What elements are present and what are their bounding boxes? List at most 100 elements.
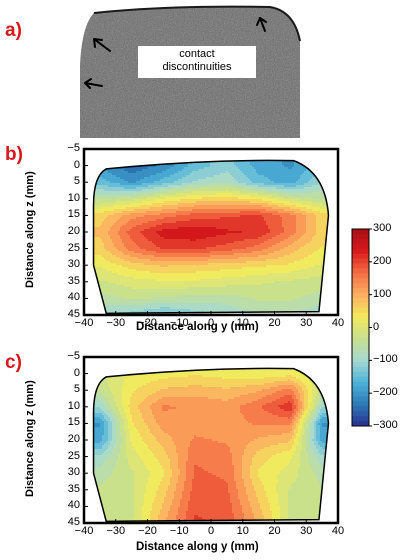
colorbar-tick-label: 100 — [373, 288, 391, 300]
x-tick-label: −40 — [73, 317, 95, 329]
x-tick-label: 30 — [295, 525, 317, 537]
y-tick-label: 45 — [58, 516, 80, 528]
colorbar-segment — [352, 381, 369, 387]
colorbar-segment — [352, 263, 369, 269]
colorbar-segment — [352, 273, 369, 279]
colorbar-segment — [352, 406, 369, 412]
x-tick-label: −20 — [137, 525, 159, 537]
colorbar-segment — [352, 396, 369, 402]
y-tick-label: 20 — [58, 433, 80, 445]
colorbar-segment — [352, 243, 369, 250]
y-tick-label: 10 — [58, 192, 80, 204]
colorbar-segment — [352, 238, 369, 245]
heatmap-field-c — [93, 368, 329, 522]
colorbar-segment — [352, 293, 369, 299]
panel-letter-b: b) — [5, 144, 23, 166]
y-tick-label: 35 — [58, 275, 80, 287]
colorbar-segment — [352, 386, 369, 392]
x-tick-label: 10 — [232, 525, 254, 537]
colorbar-segment — [352, 268, 369, 274]
colorbar-segment — [352, 288, 369, 294]
x-tick-label: 0 — [200, 525, 222, 537]
colorbar-segment — [352, 361, 369, 368]
y-tick-label: 30 — [58, 258, 80, 270]
colorbar-segment — [352, 371, 369, 378]
x-tick-label: 30 — [295, 317, 317, 329]
panel-letter-a: a) — [5, 20, 22, 42]
colorbar-segment — [352, 357, 369, 363]
x-tick-label: −40 — [73, 525, 95, 537]
photo-annotation-line1: contact — [138, 48, 256, 61]
colorbar-tick-label: 0 — [373, 321, 379, 333]
y-tick-label: 30 — [58, 466, 80, 478]
colorbar-segment — [352, 248, 369, 255]
y-tick-label: 20 — [58, 225, 80, 237]
colorbar-segment — [352, 253, 369, 259]
heatmap-field-b — [93, 160, 329, 314]
y-tick-label: 5 — [58, 175, 80, 187]
chart-c-ylabel: Distance along z (mm) — [24, 380, 36, 497]
y-tick-label: 25 — [58, 242, 80, 254]
photo-annotation: contact discontinuities — [138, 46, 256, 78]
specimen-outline — [92, 159, 330, 315]
colorbar-tick-label: 300 — [373, 222, 391, 234]
y-tick-label: 45 — [58, 308, 80, 320]
colorbar-segment — [352, 337, 369, 343]
colorbar-segment — [352, 327, 369, 333]
y-tick-label: 40 — [58, 499, 80, 511]
chart-b-ylabel: Distance along z (mm) — [24, 171, 36, 288]
photo-annotation-line2: discontinuities — [138, 61, 256, 74]
colorbar-segment — [352, 421, 369, 427]
colorbar-segment — [352, 416, 369, 422]
x-tick-label: 20 — [264, 525, 286, 537]
y-tick-label: 10 — [58, 400, 80, 412]
y-tick-label: −5 — [58, 142, 80, 154]
colorbar-segment — [352, 366, 369, 373]
colorbar-segment — [352, 376, 369, 383]
colorbar-segment — [352, 307, 369, 314]
colorbar-segment — [352, 411, 369, 417]
y-tick-label: 40 — [58, 291, 80, 303]
y-tick-label: 0 — [58, 367, 80, 379]
x-tick-label: −30 — [105, 317, 127, 329]
colorbar-segment — [352, 278, 369, 284]
y-tick-label: 5 — [58, 383, 80, 395]
arrow-icon — [84, 17, 267, 89]
chart-b-xlabel: Distance along y (mm) — [136, 321, 259, 333]
x-tick-label: −10 — [168, 525, 190, 537]
colorbar-segment — [352, 352, 369, 358]
colorbar-segment — [352, 233, 369, 240]
colorbar-segment — [352, 283, 369, 289]
x-tick-label: 40 — [327, 317, 349, 329]
colorbar-segment — [352, 229, 369, 235]
y-tick-label: 15 — [58, 208, 80, 220]
colorbar-segment — [352, 322, 369, 328]
colorbar-segment — [352, 401, 369, 407]
x-tick-label: −20 — [137, 317, 159, 329]
colorbar-segment — [352, 342, 369, 348]
colorbar-segment — [352, 332, 369, 338]
colorbar-segment — [352, 347, 369, 353]
x-tick-label: 20 — [264, 317, 286, 329]
panel-letter-c: c) — [5, 352, 22, 374]
y-tick-label: 15 — [58, 416, 80, 428]
colorbar-segment — [352, 391, 369, 397]
x-tick-label: 10 — [232, 317, 254, 329]
colorbar-segment — [352, 312, 369, 319]
x-tick-label: −10 — [168, 317, 190, 329]
colorbar-tick-label: −300 — [373, 419, 398, 431]
y-tick-label: 0 — [58, 159, 80, 171]
chart-c-xlabel: Distance along y (mm) — [136, 541, 259, 553]
x-tick-label: 40 — [327, 525, 349, 537]
x-tick-label: 0 — [200, 317, 222, 329]
colorbar-segment — [352, 302, 369, 309]
y-tick-label: 25 — [58, 450, 80, 462]
colorbar-tick-label: −100 — [373, 353, 398, 365]
colorbar-tick-label: −200 — [373, 386, 398, 398]
colorbar-segment — [352, 317, 369, 323]
y-tick-label: −5 — [58, 350, 80, 362]
specimen-outline — [92, 367, 330, 523]
x-tick-label: −30 — [105, 525, 127, 537]
colorbar-segment — [352, 258, 369, 264]
